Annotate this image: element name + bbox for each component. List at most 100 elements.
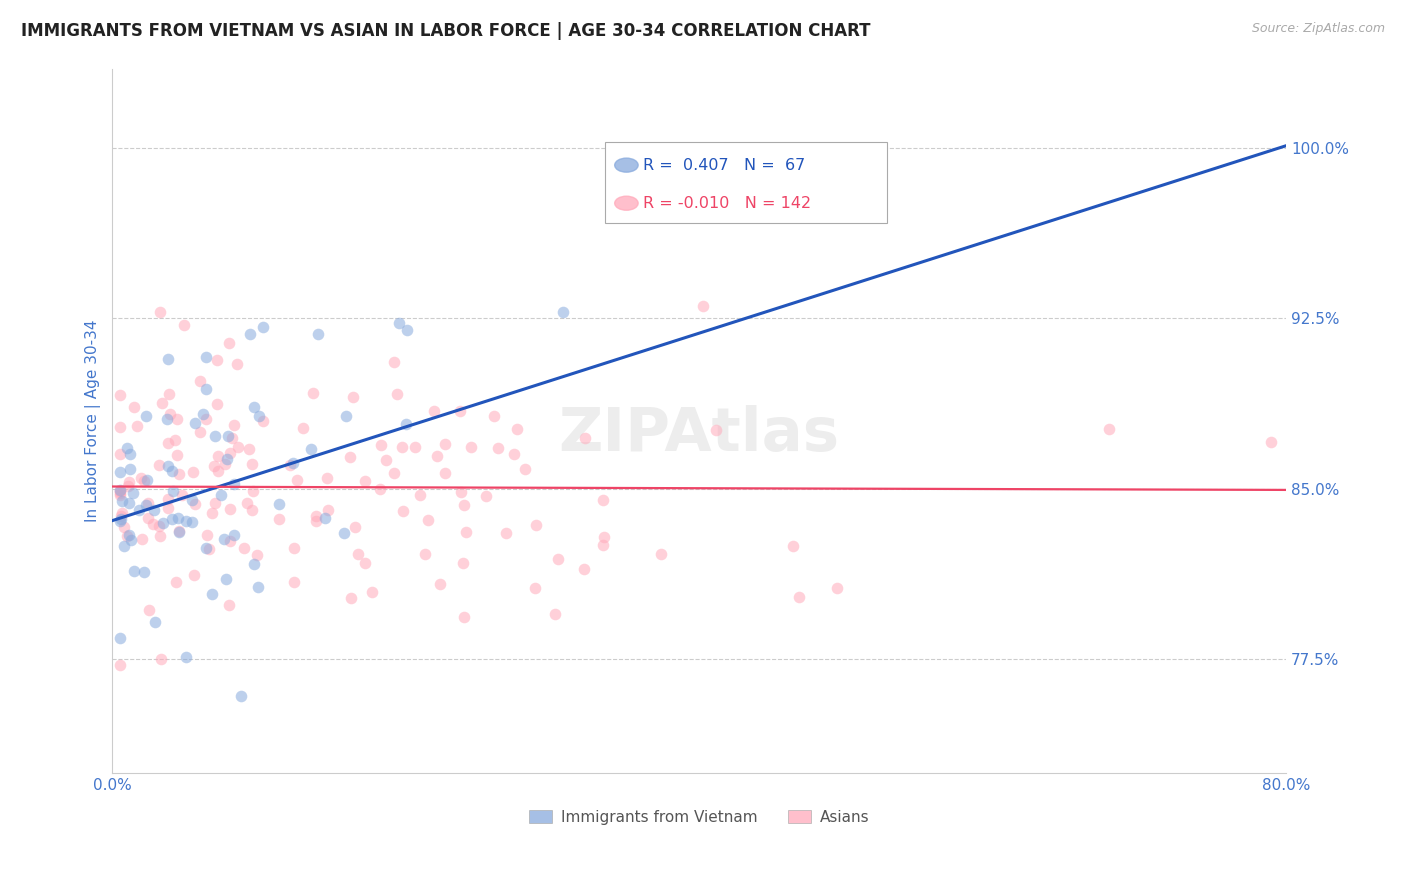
Point xyxy=(156,459,179,474)
Point xyxy=(108,483,131,498)
Point xyxy=(409,488,432,502)
Point xyxy=(292,420,315,434)
Circle shape xyxy=(614,196,638,211)
Point xyxy=(198,542,221,557)
Point xyxy=(1260,435,1282,450)
Point xyxy=(222,528,245,542)
Point xyxy=(307,327,329,342)
Point xyxy=(184,497,207,511)
Point xyxy=(122,564,145,578)
Point xyxy=(280,458,302,472)
Point xyxy=(195,382,218,396)
Point xyxy=(523,581,546,595)
Point xyxy=(108,420,131,434)
Point xyxy=(388,316,411,330)
Point xyxy=(108,657,131,672)
Point xyxy=(704,423,727,437)
Point xyxy=(218,533,240,548)
Point xyxy=(115,442,138,456)
Point xyxy=(157,492,180,507)
Point xyxy=(239,327,262,342)
Point xyxy=(205,353,228,368)
Point xyxy=(136,474,159,488)
Point xyxy=(117,528,139,542)
Point xyxy=(243,400,266,414)
Point xyxy=(134,475,156,489)
Point xyxy=(404,440,426,454)
Point xyxy=(503,446,526,460)
Point xyxy=(218,336,240,351)
Point xyxy=(395,322,418,336)
Point xyxy=(592,537,614,551)
Point xyxy=(543,607,565,622)
Point xyxy=(574,431,596,445)
Point xyxy=(214,457,236,471)
Point xyxy=(118,461,141,475)
Point xyxy=(382,467,405,481)
Point xyxy=(361,585,384,599)
Point xyxy=(214,572,236,586)
Point xyxy=(125,418,148,433)
Point xyxy=(110,507,132,521)
Point xyxy=(226,440,249,454)
Legend: Immigrants from Vietnam, Asians: Immigrants from Vietnam, Asians xyxy=(529,810,870,825)
Point xyxy=(353,556,375,570)
Point xyxy=(156,500,179,515)
Point xyxy=(108,488,131,502)
Point xyxy=(108,484,131,499)
Point xyxy=(245,549,267,563)
Point xyxy=(335,409,357,424)
Point xyxy=(453,609,475,624)
Point xyxy=(108,483,131,497)
Point xyxy=(453,556,475,570)
Point xyxy=(242,483,264,498)
Point xyxy=(174,650,197,665)
Point xyxy=(108,486,131,500)
Point xyxy=(486,442,509,456)
Point xyxy=(283,541,305,555)
Point xyxy=(453,498,475,512)
Point xyxy=(339,591,361,606)
Point xyxy=(460,440,482,454)
Point xyxy=(392,504,415,518)
Point xyxy=(143,503,166,517)
Point xyxy=(148,518,170,533)
Point xyxy=(375,453,398,467)
Point xyxy=(167,511,190,525)
Point xyxy=(391,440,413,454)
Point xyxy=(395,417,418,432)
Point xyxy=(194,350,217,364)
Point xyxy=(135,498,157,512)
Point xyxy=(283,574,305,589)
Point xyxy=(110,509,132,524)
Point xyxy=(148,458,170,473)
Point xyxy=(222,476,245,491)
Point xyxy=(382,355,405,369)
Point xyxy=(218,598,240,612)
Point xyxy=(240,457,263,471)
Point xyxy=(160,512,183,526)
Point xyxy=(782,539,804,553)
Point xyxy=(165,433,187,447)
Point xyxy=(551,304,574,318)
Point xyxy=(204,458,226,473)
Point xyxy=(188,425,211,439)
Point xyxy=(204,429,226,443)
Y-axis label: In Labor Force | Age 30-34: In Labor Force | Age 30-34 xyxy=(86,319,101,522)
Point xyxy=(240,503,263,517)
Point xyxy=(243,557,266,571)
Point xyxy=(209,488,232,502)
Point xyxy=(231,689,253,703)
Point xyxy=(342,390,364,404)
Point xyxy=(195,411,218,425)
Point xyxy=(385,387,408,401)
Point xyxy=(166,412,188,426)
Point xyxy=(267,511,290,525)
Text: R =  0.407   N =  67: R = 0.407 N = 67 xyxy=(643,158,806,173)
Point xyxy=(217,429,239,443)
Point xyxy=(166,448,188,462)
Point xyxy=(112,539,135,553)
Point xyxy=(207,464,229,478)
Point xyxy=(316,502,339,516)
Point xyxy=(136,496,159,510)
